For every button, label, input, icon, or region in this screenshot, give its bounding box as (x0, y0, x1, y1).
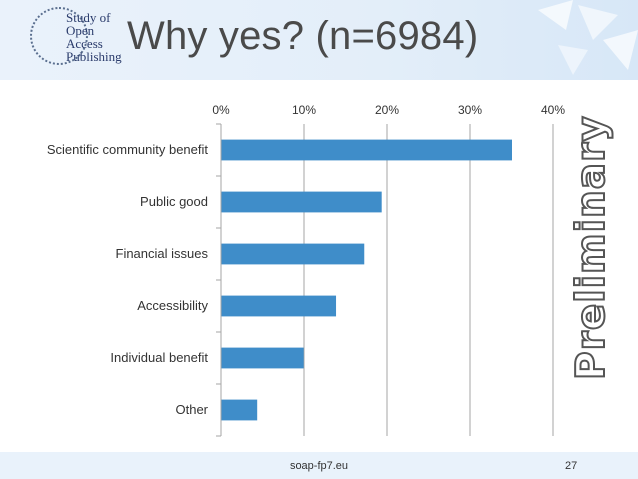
x-tick-label: 20% (375, 103, 399, 117)
category-label: Accessibility (137, 298, 208, 313)
soap-logo: Study of Open Access Publishing (30, 7, 150, 71)
category-label: Scientific community benefit (47, 142, 209, 157)
bar-chart: 0% 10% 20% 30% 40% Scientific community benef… (47, 103, 565, 437)
bar (221, 295, 337, 317)
bar (221, 399, 258, 421)
x-tick-label: 30% (458, 103, 482, 117)
x-tick-label: 10% (292, 103, 316, 117)
category-label: Financial issues (116, 246, 209, 261)
category-label: Other (175, 402, 208, 417)
preliminary-watermark: Preliminary (568, 114, 615, 381)
footer-url: soap-fp7.eu (289, 460, 349, 472)
header-band: Study of Open Access Publishing Why yes?… (0, 0, 638, 80)
x-tick-label: 0% (212, 103, 230, 117)
bar (221, 347, 304, 369)
decorative-leaves (538, 0, 638, 75)
bar (221, 191, 382, 213)
category-label: Public good (140, 194, 208, 209)
bar (221, 139, 512, 161)
footer-band: soap-fp7.eu 27 (0, 452, 638, 479)
page-number: 27 (565, 460, 578, 472)
category-label: Individual benefit (110, 350, 208, 365)
logo-text: Study of Open Access Publishing (66, 10, 122, 64)
x-tick-label: 40% (541, 103, 565, 117)
bar (221, 243, 365, 265)
logo-ring-icon (30, 7, 88, 65)
slide-title: Why yes? (n=6984) (127, 14, 479, 58)
